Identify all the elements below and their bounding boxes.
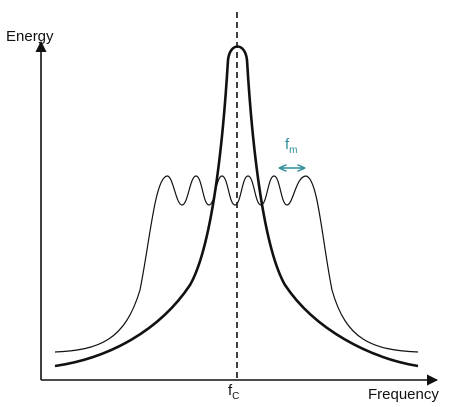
modulation-frequency-symbol: f <box>285 136 290 153</box>
modulated-spectrum-curve <box>54 175 419 353</box>
y-axis-label: Energy <box>6 28 54 45</box>
carrier-peak-curve <box>54 45 419 368</box>
modulation-frequency-subscript: m <box>289 145 298 156</box>
carrier-frequency-symbol: f <box>228 382 233 399</box>
carrier-frequency-label: fC <box>228 382 240 402</box>
carrier-frequency-subscript: C <box>232 391 240 402</box>
modulation-frequency-label: fm <box>285 136 298 156</box>
x-axis-label: Frequency <box>368 386 439 403</box>
